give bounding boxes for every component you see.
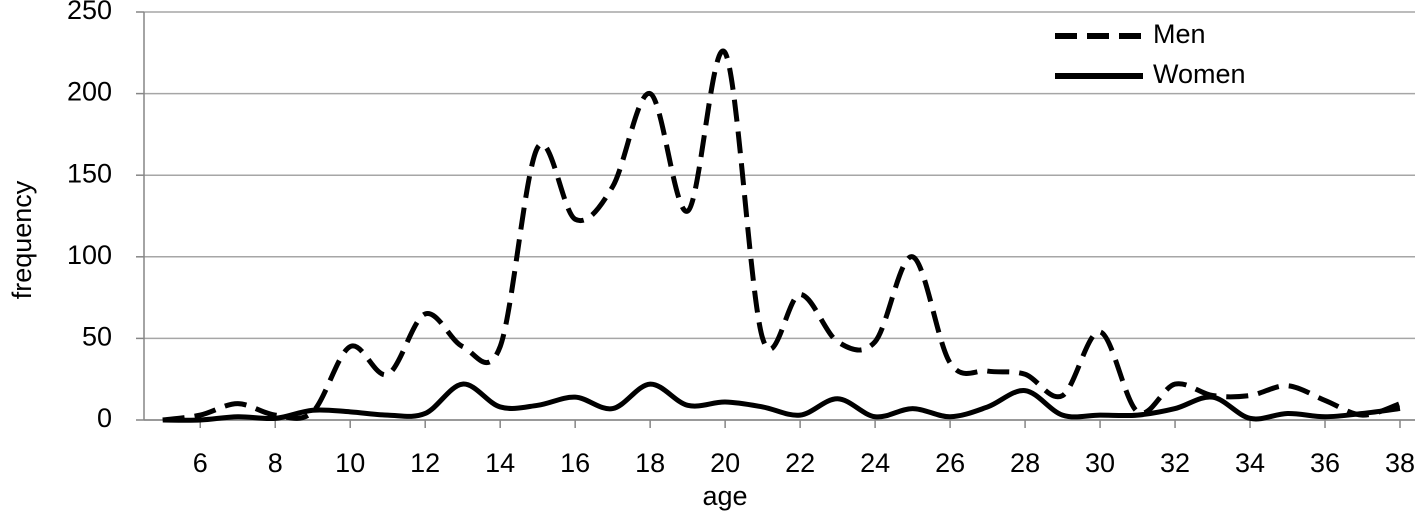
x-tick-label: 26 [935,448,965,478]
y-tick-label: 0 [97,403,112,433]
x-tick-label: 30 [1085,448,1115,478]
x-tick-label: 12 [410,448,440,478]
x-tick-label: 22 [785,448,815,478]
series-line [162,48,1401,423]
y-tick-label: 50 [82,322,112,352]
y-tick-label: 200 [67,77,112,107]
x-tick-label: 8 [268,448,283,478]
y-tick-label: 150 [67,158,112,188]
x-tick-label: 36 [1310,448,1340,478]
legend-label: Women [1153,59,1246,89]
x-tick-label: 34 [1235,448,1265,478]
legend-label: Men [1153,19,1206,49]
series-line [162,381,1401,423]
x-axis-label: age [702,481,747,511]
x-tick-label: 32 [1160,448,1190,478]
x-tick-label: 14 [485,448,515,478]
y-tick-label: 250 [67,0,112,25]
x-tick-label: 24 [860,448,890,478]
y-tick-label: 100 [67,240,112,270]
y-axis-label: frequency [7,180,37,299]
x-tick-label: 20 [710,448,740,478]
x-tick-label: 16 [560,448,590,478]
x-tick-label: 38 [1385,448,1415,478]
x-tick-label: 18 [635,448,665,478]
x-tick-label: 6 [193,448,208,478]
x-tick-label: 28 [1010,448,1040,478]
x-tick-label: 10 [335,448,365,478]
